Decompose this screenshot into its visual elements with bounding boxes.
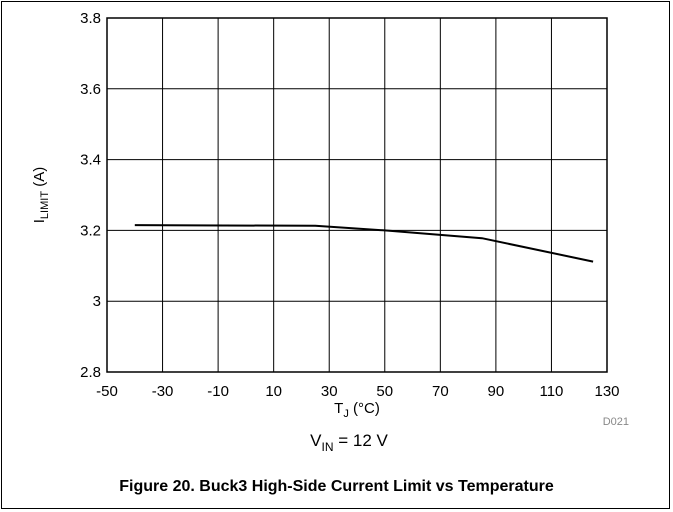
x-tick-label: -50 bbox=[96, 383, 118, 400]
y-tick-label: 3.6 bbox=[80, 81, 101, 98]
x-tick-label: 130 bbox=[594, 383, 619, 400]
series bbox=[134, 224, 594, 263]
test-condition: VIN = 12 V bbox=[310, 431, 388, 454]
x-tick-labels: -50 -30 -10 10 30 50 70 90 110 130 bbox=[96, 383, 619, 400]
y-tick-label: 3 bbox=[93, 293, 101, 310]
x-tick-label: 90 bbox=[488, 383, 505, 400]
y-tick-label: 3.8 bbox=[80, 10, 101, 27]
y-tick-label: 2.8 bbox=[80, 364, 101, 381]
plot-area bbox=[106, 17, 608, 373]
figure-id-note: D021 bbox=[603, 416, 629, 428]
y-tick-label: 3.2 bbox=[80, 222, 101, 239]
series-line bbox=[134, 224, 594, 263]
x-tick-label: 70 bbox=[432, 383, 449, 400]
x-tick-label: 10 bbox=[265, 383, 282, 400]
x-tick-label: 50 bbox=[376, 383, 393, 400]
x-tick-label: 30 bbox=[321, 383, 338, 400]
grid bbox=[106, 17, 608, 373]
y-tick-labels: 2.8 3 3.2 3.4 3.6 3.8 bbox=[80, 10, 101, 381]
figure-caption: Figure 20. Buck3 High-Side Current Limit… bbox=[119, 478, 554, 495]
y-axis-label: ILIMIT (A) bbox=[31, 167, 51, 223]
x-axis-label: TJ (°C) bbox=[334, 400, 380, 420]
x-tick-label: 110 bbox=[539, 383, 563, 400]
y-tick-label: 3.4 bbox=[80, 152, 101, 169]
x-tick-label: -30 bbox=[152, 383, 174, 400]
x-tick-label: -10 bbox=[207, 383, 229, 400]
